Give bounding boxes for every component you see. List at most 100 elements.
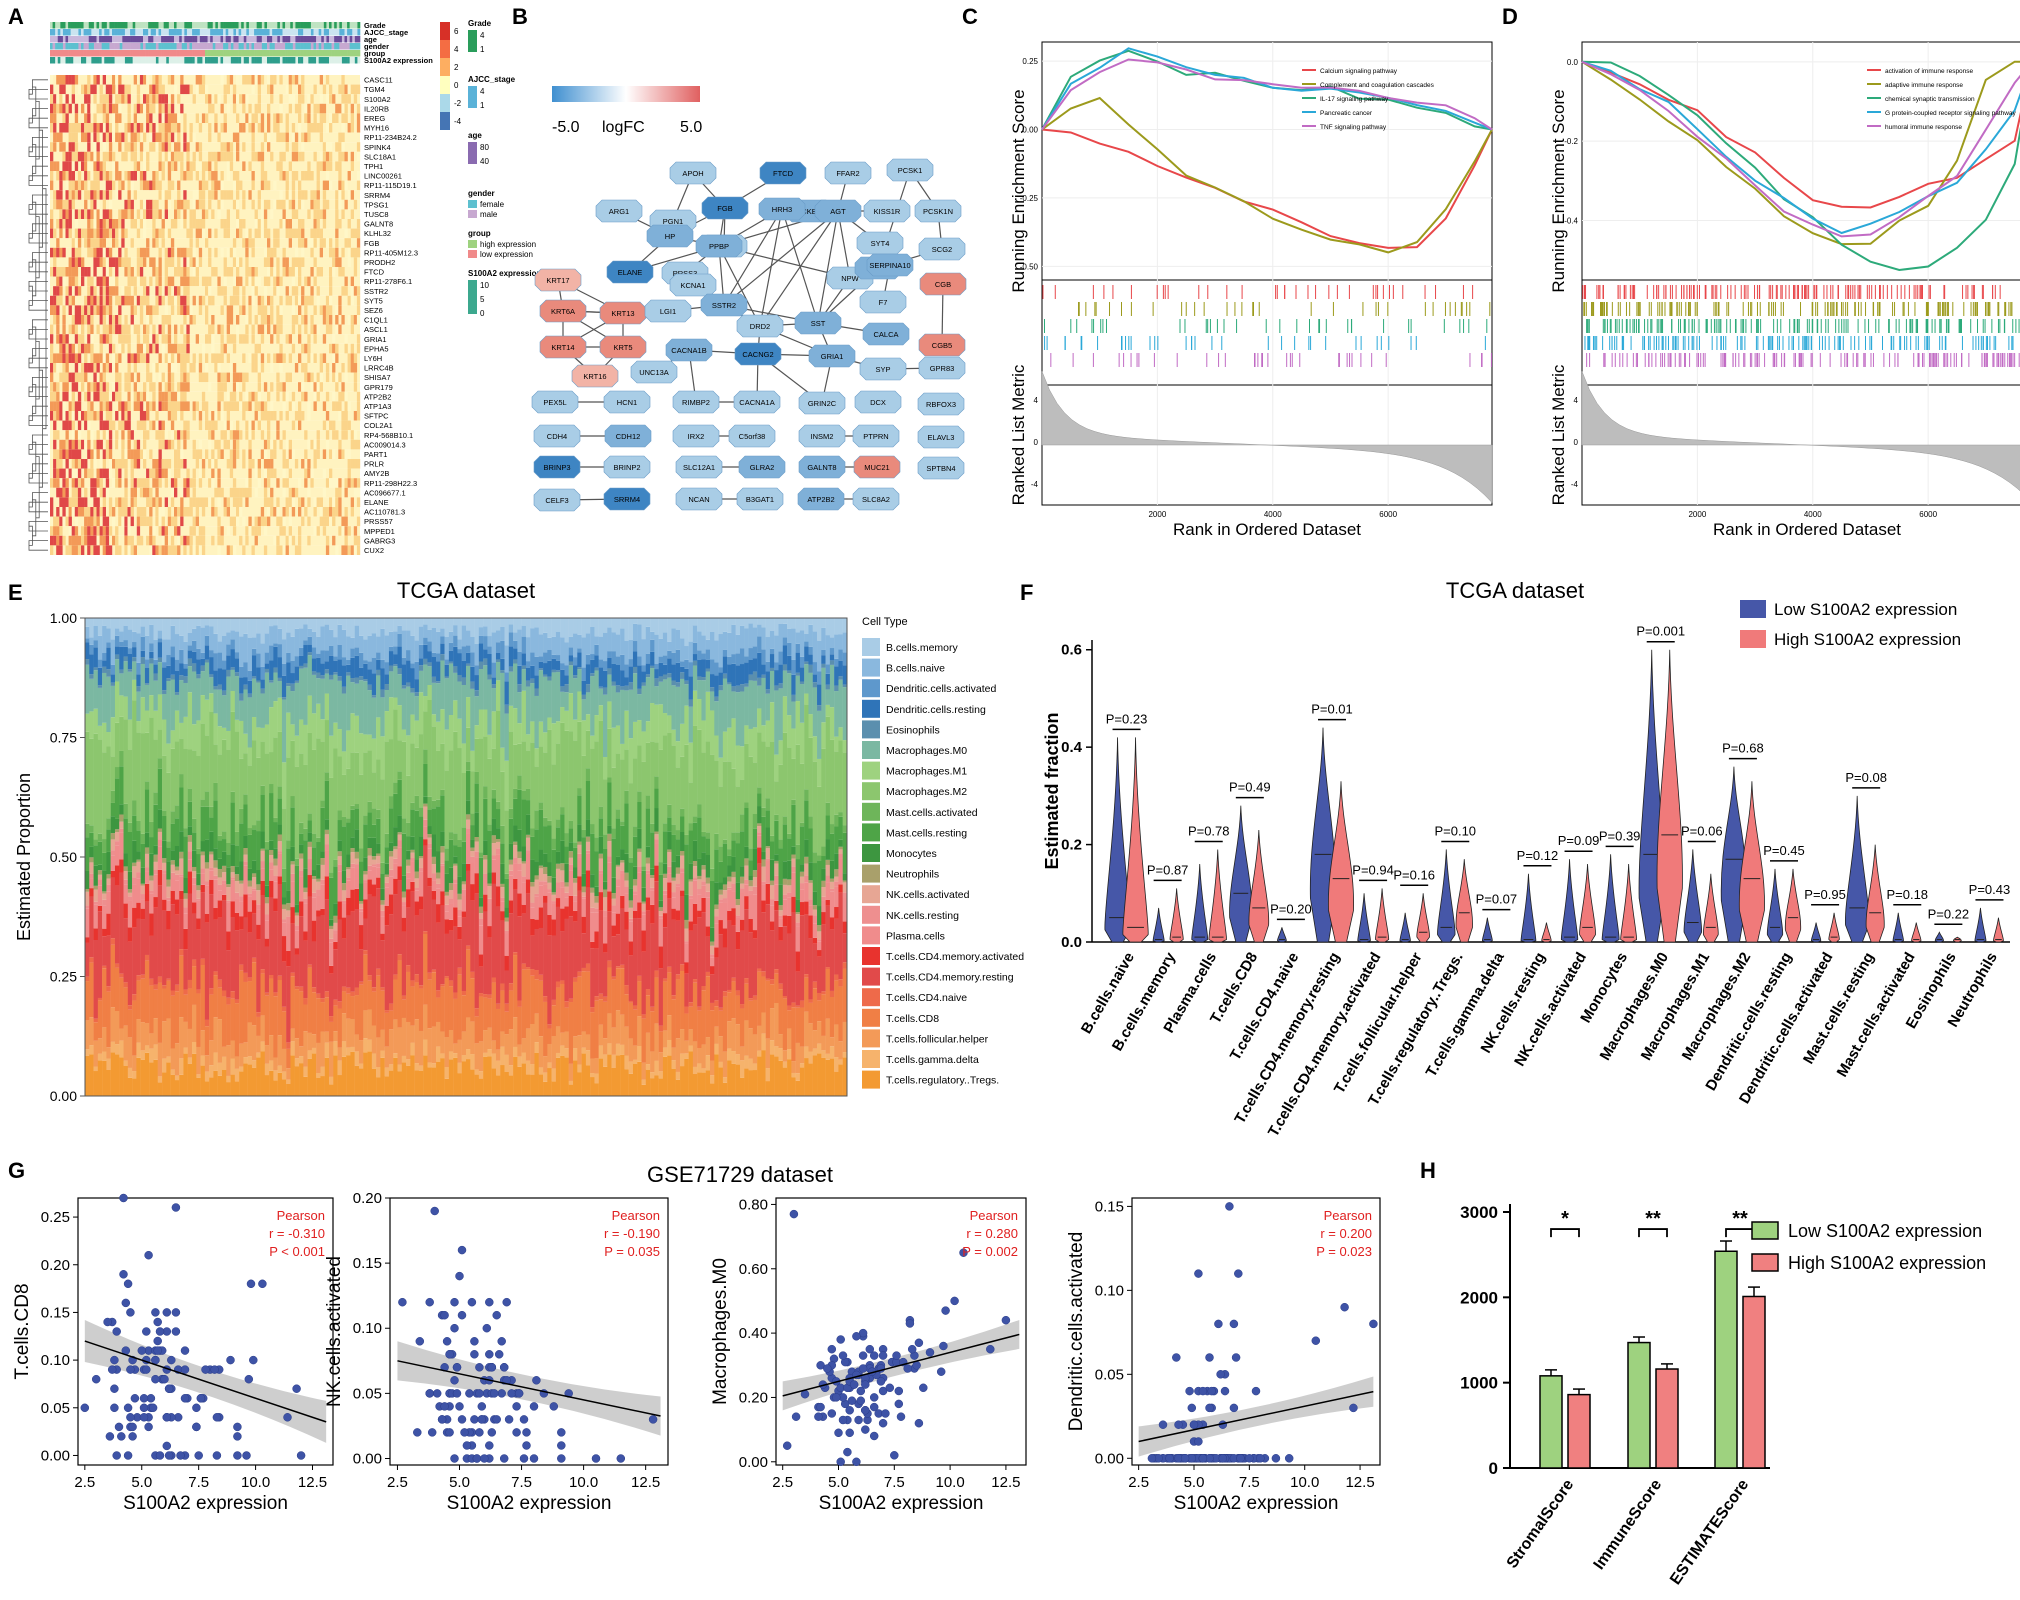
legend-swatch [468,200,477,208]
track-cell [352,22,356,29]
track-cell [241,29,245,36]
node-shape [672,424,720,448]
heatmap-cell [118,420,122,431]
heatmap-cell [62,363,66,373]
network-node-glra2: GLRA2 [738,455,786,479]
heatmap-cell [322,315,327,325]
heatmap-cell [276,324,280,335]
heatmap-cell [291,315,296,325]
track-cell [207,36,211,43]
track-cell [264,57,268,64]
heatmap-cell [223,295,227,306]
heatmap-cell [53,420,57,431]
heatmap-cell [276,286,280,296]
panel-label-f: F [1020,580,1033,605]
heatmap-cell [50,228,54,239]
heatmap-cell [347,363,351,373]
heatmap-cell [167,545,172,555]
heatmap-cell [68,535,72,546]
heatmap-cell [257,459,261,469]
heatmap-cell [152,238,156,248]
network-node-b3gat1: B3GAT1 [736,487,784,511]
logfc-colorbar [552,86,700,102]
heatmap-cell [74,180,79,191]
heatmap-cell [201,199,206,210]
heatmap-cell [198,247,203,258]
heatmap-cell [316,439,320,450]
heatmap-cell [316,190,320,200]
track-label: Grade [364,21,386,30]
heatmap-cell [53,190,57,200]
track-cell [106,43,110,50]
track-cell [321,29,325,36]
track-cell [145,36,149,43]
heatmap-cell [183,219,187,229]
heatmap-cell [81,478,85,488]
dendrogram-branch [32,201,37,232]
heatmap-cell [338,507,342,517]
heatmap-cell [152,391,156,402]
track-cell [233,50,237,57]
heatmap-cell [245,487,249,498]
heatmap-cell [335,545,339,555]
heatmap-cell [254,219,258,229]
heatmap-cell [304,305,308,315]
heatmap-cell [74,401,79,411]
heatmap-cell [313,113,317,123]
track-cell [254,22,257,29]
heatmap-cell [108,324,113,335]
legend-tick: 80 [480,143,489,152]
heatmap-cell [205,180,209,191]
heatmap-cell [220,199,224,210]
heatmap-cell [99,478,103,488]
heatmap-cell [341,545,345,555]
track-cell [220,57,224,64]
heatmap-cell [56,334,60,344]
heatmap-cell [127,171,131,181]
heatmap-cell [152,334,156,344]
heatmap-cell [68,372,72,383]
gene-label: COL2A1 [364,421,393,430]
gene-label: AC009014.3 [364,440,406,449]
network-edge [759,210,839,327]
track-cell [112,29,115,36]
track-cell [96,50,100,57]
heatmap-cell [93,411,97,421]
heatmap-cell [180,507,184,517]
gene-label: GALNT8 [364,220,393,229]
track-cell [316,57,319,64]
heatmap-cell [242,190,246,200]
heatmap-cell [356,219,361,229]
heatmap-cell [146,535,150,546]
heatmap-cell [332,516,336,527]
node-shape [914,199,962,223]
heatmap-cell [180,487,184,498]
track-cell [321,36,325,43]
heatmap-cell [350,151,354,162]
heatmap-cell [87,343,91,354]
track-cell [50,50,53,57]
heatmap-cell [118,468,122,479]
track-cell [137,36,141,43]
heatmap-cell [298,545,302,555]
heatmap-cell [50,219,54,229]
heatmap-cell [223,276,227,287]
heatmap-cell [118,497,122,507]
track-cell [104,50,108,57]
track-cell [99,36,102,43]
heatmap-cell [136,516,141,527]
heatmap-cell [130,545,134,555]
heatmap-cell [208,151,212,162]
track-cell [104,22,108,29]
track-cell [70,57,74,64]
track-cell [256,29,260,36]
node-label: CALCA [873,330,898,339]
track-cell [60,57,64,64]
track-cell [184,50,188,57]
heatmap-cell [322,142,327,152]
node-shape [599,335,647,359]
heatmap-cell [59,411,63,421]
heatmap-cell [304,468,308,479]
heatmap-cell [84,180,88,191]
heatmap-cell [133,382,137,392]
